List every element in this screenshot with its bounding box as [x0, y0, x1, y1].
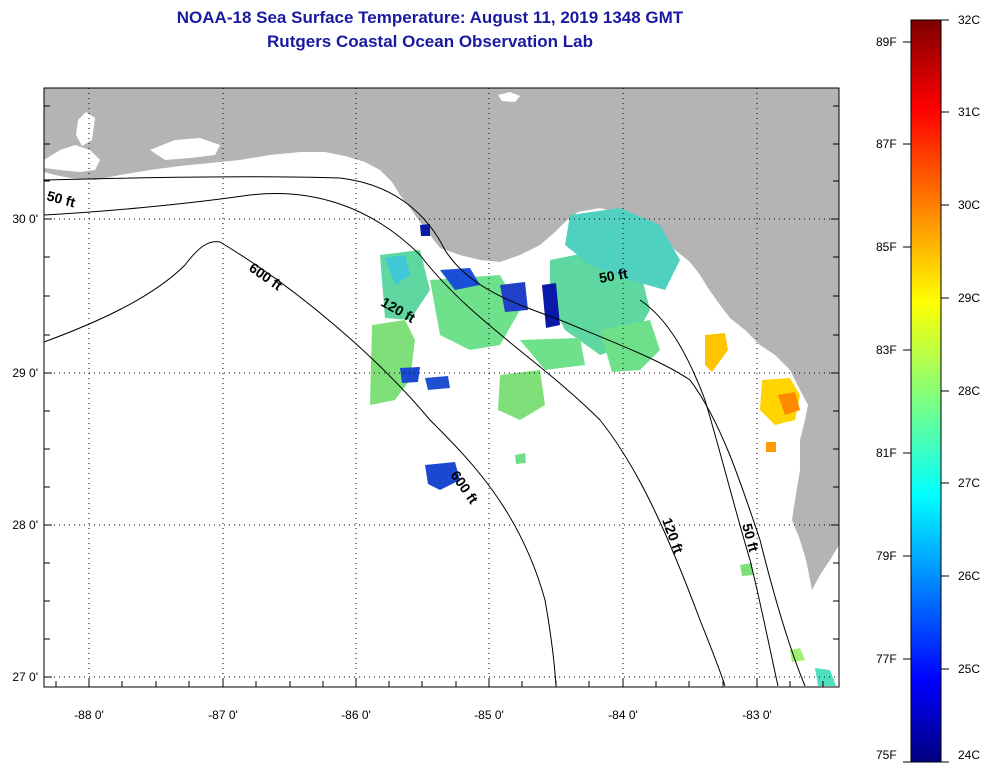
colorbar-f-label: 77F	[876, 652, 897, 666]
colorbar-ticks	[903, 19, 949, 763]
colorbar-f-label: 83F	[876, 343, 897, 357]
colorbar-c-label: 26C	[958, 569, 981, 583]
map-frame	[43, 87, 840, 688]
lat-label: 30 0'	[12, 212, 38, 226]
colorbar-f-label: 81F	[876, 446, 897, 460]
lon-label: -87 0'	[208, 708, 238, 722]
colorbar-c-label: 24C	[958, 748, 981, 762]
lon-label: -85 0'	[474, 708, 504, 722]
colorbar-c-label: 31C	[958, 105, 981, 119]
land-area	[44, 88, 839, 590]
colorbar-c-label: 32C	[958, 13, 981, 27]
inlet	[44, 145, 100, 172]
inlet	[76, 112, 95, 146]
lon-label: -84 0'	[608, 708, 638, 722]
colorbar-f-label: 79F	[876, 549, 897, 563]
colorbar	[910, 19, 942, 763]
colorbar-f-label: 75F	[876, 748, 897, 762]
colorbar-f-label: 85F	[876, 240, 897, 254]
colorbar-f-label: 87F	[876, 137, 897, 151]
frame-ticks	[44, 105, 839, 687]
map-subtitle: Rutgers Coastal Ocean Observation Lab	[267, 32, 593, 51]
lat-label: 27 0'	[12, 670, 38, 684]
lon-label: -86 0'	[341, 708, 371, 722]
depth-label-50ft-east: 50 ft	[598, 265, 629, 286]
map-title: NOAA-18 Sea Surface Temperature: August …	[176, 8, 684, 27]
colorbar-c-label: 27C	[958, 476, 981, 490]
isobaths	[44, 176, 806, 687]
colorbar-c-label: 25C	[958, 662, 981, 676]
inlet	[150, 138, 220, 160]
lat-label: 29 0'	[12, 366, 38, 380]
colorbar-c-label: 28C	[958, 384, 981, 398]
lat-label: 28 0'	[12, 518, 38, 532]
depth-label-50ft-west: 50 ft	[45, 187, 77, 210]
colorbar-c-label: 29C	[958, 291, 981, 305]
lon-label: -88 0'	[74, 708, 104, 722]
lon-label: -83 0'	[742, 708, 772, 722]
colorbar-f-label: 89F	[876, 35, 897, 49]
colorbar-c-label: 30C	[958, 198, 981, 212]
depth-label-50ft-south: 50 ft	[739, 522, 762, 554]
inlet	[498, 92, 520, 102]
